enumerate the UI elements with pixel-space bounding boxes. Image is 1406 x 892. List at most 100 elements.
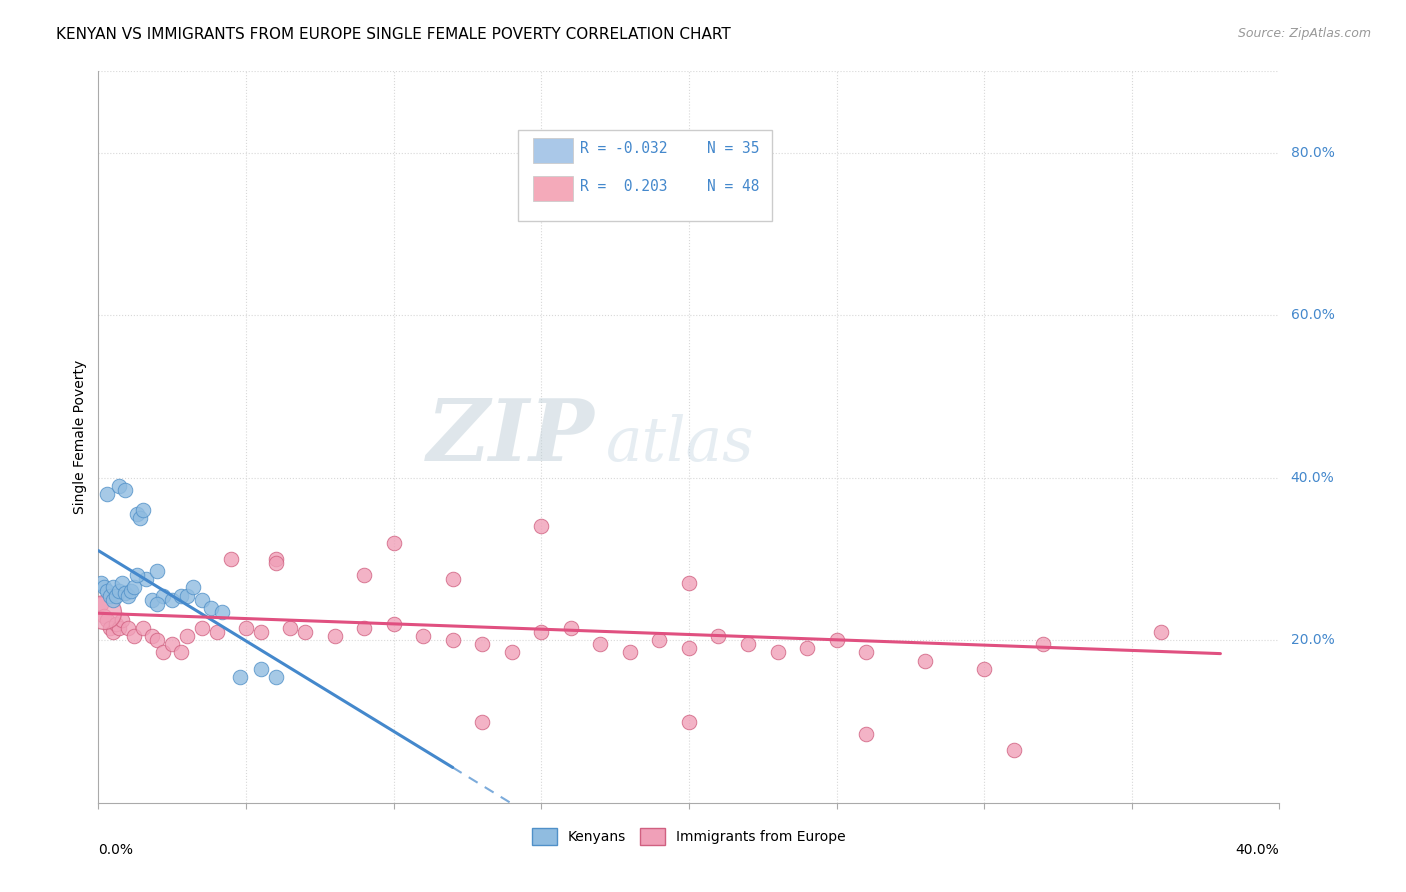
Point [181, 581, 204, 595]
Point [1032, 637, 1054, 651]
Point [170, 589, 193, 603]
Point [648, 633, 671, 648]
Point [108, 621, 131, 635]
Point [90, 576, 112, 591]
Point [111, 613, 134, 627]
Point [825, 633, 848, 648]
Point [1150, 625, 1173, 640]
Point [103, 581, 125, 595]
Point [264, 556, 287, 570]
Point [103, 592, 125, 607]
Point [122, 581, 145, 595]
Point [117, 621, 139, 635]
Text: ZIP: ZIP [426, 395, 595, 479]
Legend: Kenyans, Immigrants from Europe: Kenyans, Immigrants from Europe [526, 822, 852, 851]
Point [152, 589, 174, 603]
Point [122, 629, 145, 643]
Point [382, 617, 405, 632]
Text: 0.0%: 0.0% [98, 843, 134, 857]
Point [111, 576, 134, 591]
Point [96, 584, 118, 599]
Point [117, 589, 139, 603]
Point [294, 625, 316, 640]
Point [103, 625, 125, 640]
Text: 20.0%: 20.0% [1291, 633, 1334, 648]
Point [120, 584, 142, 599]
Y-axis label: Single Female Poverty: Single Female Poverty [73, 360, 87, 514]
Point [471, 714, 494, 729]
Point [108, 584, 131, 599]
Point [501, 645, 523, 659]
FancyBboxPatch shape [533, 138, 574, 163]
Text: atlas: atlas [606, 415, 755, 475]
Point [766, 645, 789, 659]
Point [382, 535, 405, 549]
Point [250, 625, 273, 640]
Point [855, 727, 877, 741]
Point [132, 503, 155, 517]
Point [162, 592, 183, 607]
Point [530, 625, 553, 640]
Point [125, 508, 148, 522]
Point [114, 586, 136, 600]
Point [1002, 743, 1025, 757]
FancyBboxPatch shape [533, 176, 574, 201]
Point [737, 637, 759, 651]
Point [141, 592, 163, 607]
Point [205, 625, 228, 640]
Point [353, 621, 375, 635]
Text: 40.0%: 40.0% [1236, 843, 1279, 857]
Text: R =  0.203: R = 0.203 [581, 179, 668, 194]
Point [96, 613, 118, 627]
Text: 80.0%: 80.0% [1291, 145, 1334, 160]
Point [973, 662, 995, 676]
Point [441, 633, 464, 648]
Point [162, 637, 183, 651]
Point [471, 637, 494, 651]
Point [264, 552, 287, 566]
Point [125, 568, 148, 582]
Point [678, 576, 700, 591]
Point [235, 621, 257, 635]
Point [135, 572, 157, 586]
Point [146, 597, 169, 611]
Point [191, 592, 214, 607]
Point [323, 629, 346, 643]
Point [619, 645, 641, 659]
Point [146, 633, 169, 648]
Point [211, 605, 233, 619]
Point [114, 483, 136, 497]
Point [250, 662, 273, 676]
Point [560, 621, 582, 635]
Text: 60.0%: 60.0% [1291, 308, 1334, 322]
Point [132, 621, 155, 635]
Point [93, 581, 115, 595]
Point [146, 564, 169, 578]
Point [105, 617, 128, 632]
Point [412, 629, 434, 643]
Point [589, 637, 612, 651]
Point [229, 670, 252, 684]
Point [855, 645, 877, 659]
Point [90, 597, 112, 611]
Point [108, 479, 131, 493]
Point [98, 621, 121, 635]
Point [98, 589, 121, 603]
Text: Source: ZipAtlas.com: Source: ZipAtlas.com [1237, 27, 1371, 40]
Point [93, 605, 115, 619]
Point [105, 589, 128, 603]
Point [221, 552, 243, 566]
Point [264, 670, 287, 684]
Point [353, 568, 375, 582]
Point [200, 600, 222, 615]
Point [152, 645, 174, 659]
Point [176, 629, 198, 643]
Text: N = 35: N = 35 [707, 142, 759, 156]
Point [280, 621, 302, 635]
Text: KENYAN VS IMMIGRANTS FROM EUROPE SINGLE FEMALE POVERTY CORRELATION CHART: KENYAN VS IMMIGRANTS FROM EUROPE SINGLE … [56, 27, 731, 42]
FancyBboxPatch shape [517, 130, 772, 221]
Text: 40.0%: 40.0% [1291, 471, 1334, 484]
Point [176, 589, 198, 603]
Point [441, 572, 464, 586]
Point [96, 487, 118, 501]
